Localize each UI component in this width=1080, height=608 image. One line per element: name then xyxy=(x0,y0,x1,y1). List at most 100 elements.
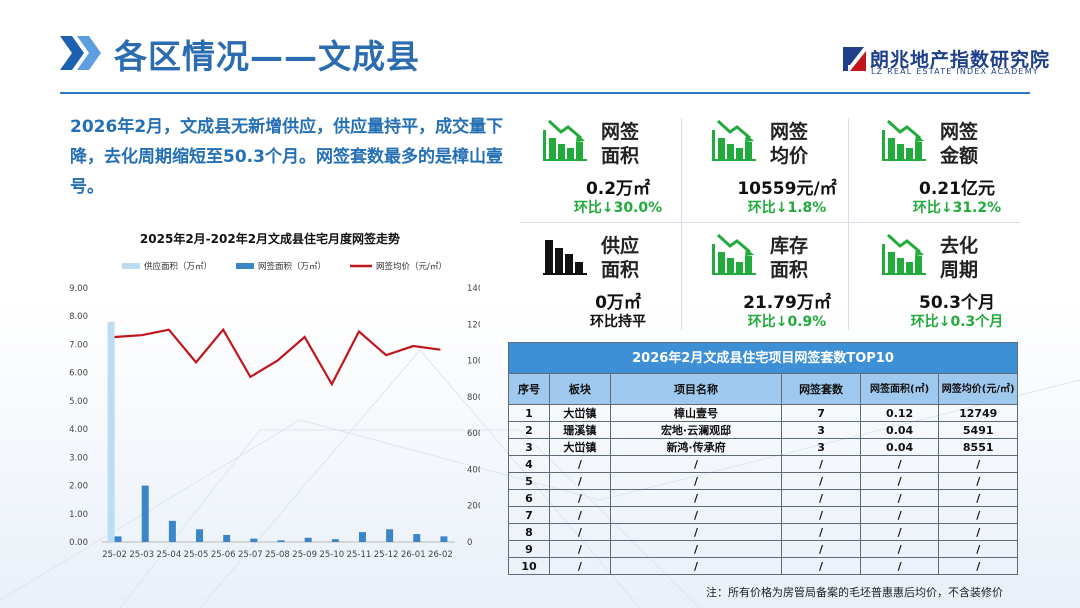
table-cell: / xyxy=(781,455,861,473)
down-trend-bar-icon xyxy=(882,233,926,275)
logo-text: 朗兆地产指数研究院 xyxy=(870,49,1051,71)
table-cell: / xyxy=(609,523,783,541)
table-cell: / xyxy=(609,489,783,507)
table-cell: 7 xyxy=(781,404,861,422)
flat-bar-icon xyxy=(543,240,587,275)
y-tick-label-left: 3.00 xyxy=(69,453,88,463)
kpi-change: 环比↓0.3个月 xyxy=(910,314,1004,330)
bar xyxy=(107,321,115,542)
kpi-label: 网签均价 xyxy=(770,121,809,167)
legend-label: 网签面积（万㎡） xyxy=(258,261,326,272)
table-cell: / xyxy=(859,523,940,541)
legend-label: 网签均价（元/㎡） xyxy=(376,261,447,272)
x-tick-label: 25-11 xyxy=(347,550,372,560)
table-title: 2026年2月文成县住宅项目网签套数TOP10 xyxy=(508,342,1018,374)
table-header-cell: 网签均价(元/㎡) xyxy=(938,373,1018,405)
kpi-label: 网签金额 xyxy=(940,121,979,167)
x-tick-label: 26-02 xyxy=(428,550,453,560)
table-cell: 大峃镇 xyxy=(548,438,611,456)
y-tick-label-left: 0.00 xyxy=(69,538,88,548)
table-header-cell: 序号 xyxy=(508,373,550,405)
x-tick-label: 25-03 xyxy=(129,550,154,560)
legend-label: 供应面积（万㎡） xyxy=(144,261,212,272)
table-cell: / xyxy=(609,557,783,575)
table-cell: 7 xyxy=(508,506,550,524)
bar xyxy=(196,529,204,542)
y-tick-label-right: 0 xyxy=(467,538,472,548)
down-trend-bar-icon xyxy=(882,119,926,161)
table-cell: 新鸿·传承府 xyxy=(609,438,783,456)
table-row: 9// / / / xyxy=(508,540,1018,558)
table-cell: / xyxy=(548,472,611,490)
table-cell: / xyxy=(859,557,940,575)
bar xyxy=(304,537,312,542)
table-cell: / xyxy=(548,523,611,541)
table-header-cell: 网签面积(㎡) xyxy=(859,373,940,405)
y-tick-label-right: 2000 xyxy=(467,502,480,512)
table-row: 7// / / / xyxy=(508,506,1018,524)
table-row: 5// / / / xyxy=(508,472,1018,490)
table-cell: 0.12 xyxy=(859,404,940,422)
kpi-card: 网签金额 0.21亿元 环比↓31.2% xyxy=(882,118,1032,218)
table-cell: / xyxy=(548,455,611,473)
logo-subtitle: LZ REAL ESTATE INDEX ACADEMY xyxy=(871,67,1039,76)
kpi-label: 去化周期 xyxy=(940,235,979,281)
header: 各区情况——文成县 朗兆地产指数研究院 LZ REAL ESTATE INDEX… xyxy=(0,0,1080,95)
table-row: 2 珊溪镇 宏地·云澜观邸 3 0.04 5491 xyxy=(508,421,1018,439)
table-cell: / xyxy=(859,540,940,558)
table-cell: / xyxy=(548,540,611,558)
table-header-cell: 板块 xyxy=(548,373,611,405)
y-tick-label-left: 5.00 xyxy=(69,397,88,407)
kpi-label: 库存面积 xyxy=(770,235,809,281)
summary-text: 2026年2月，文成县无新增供应，供应量持平，成交量下降，去化周期缩短至50.3… xyxy=(70,117,504,197)
y-tick-label-right: 4000 xyxy=(467,465,480,475)
y-tick-label-right: 6000 xyxy=(467,429,480,439)
x-tick-label: 25-02 xyxy=(102,550,127,560)
table-cell: / xyxy=(609,472,783,490)
y-tick-label-left: 6.00 xyxy=(69,369,88,379)
down-trend-bar-icon xyxy=(712,119,756,161)
table-cell: / xyxy=(859,455,940,473)
table-cell: 2 xyxy=(508,421,550,439)
table-cell: / xyxy=(609,506,783,524)
kpi-value: 0万㎡ xyxy=(595,293,641,313)
table-header-cell: 项目名称 xyxy=(609,373,783,405)
table-cell: 0.04 xyxy=(859,421,940,439)
table-row: 8// / / / xyxy=(508,523,1018,541)
bar xyxy=(141,485,149,542)
kpi-card: 去化周期 50.3个月 环比↓0.3个月 xyxy=(882,232,1032,332)
bar xyxy=(250,538,258,542)
kpi-change: 环比↓31.2% xyxy=(912,200,1002,216)
table-cell: 珊溪镇 xyxy=(548,421,611,439)
bar xyxy=(358,532,366,542)
kpi-divider xyxy=(520,222,1020,223)
y-tick-label-right: 14000 xyxy=(467,284,480,294)
page-title: 各区情况——文成县 xyxy=(114,37,420,76)
table-cell: 8551 xyxy=(938,438,1018,456)
table-cell: / xyxy=(938,523,1018,541)
x-tick-label: 25-09 xyxy=(292,550,317,560)
table-cell: 3 xyxy=(508,438,550,456)
x-tick-label: 25-05 xyxy=(184,550,209,560)
legend-swatch xyxy=(122,263,140,269)
table-cell: 0.04 xyxy=(859,438,940,456)
y-tick-label-left: 1.00 xyxy=(69,510,88,520)
table-cell: 3 xyxy=(781,438,861,456)
y-tick-label-left: 9.00 xyxy=(69,284,88,294)
table-cell: / xyxy=(609,540,783,558)
bar xyxy=(440,536,448,542)
kpi-card: 网签均价 10559元/㎡ 环比↓1.8% xyxy=(712,118,862,218)
top10-table: 2026年2月文成县住宅项目网签套数TOP10 序号 板块 项目名称 网签套数 网签面积… xyxy=(508,342,1018,575)
table-cell: 樟山壹号 xyxy=(609,404,783,422)
kpi-label: 供应面积 xyxy=(601,235,640,281)
table-cell: 大峃镇 xyxy=(548,404,611,422)
table-cell: / xyxy=(938,557,1018,575)
table-cell: / xyxy=(781,557,861,575)
table-row: 4// / / / xyxy=(508,455,1018,473)
kpi-value: 10559元/㎡ xyxy=(737,179,837,199)
x-tick-label: 25-12 xyxy=(374,550,399,560)
x-tick-label: 25-04 xyxy=(157,550,182,560)
table-cell: 1 xyxy=(508,404,550,422)
kpi-change: 环比↓30.0% xyxy=(573,200,663,216)
